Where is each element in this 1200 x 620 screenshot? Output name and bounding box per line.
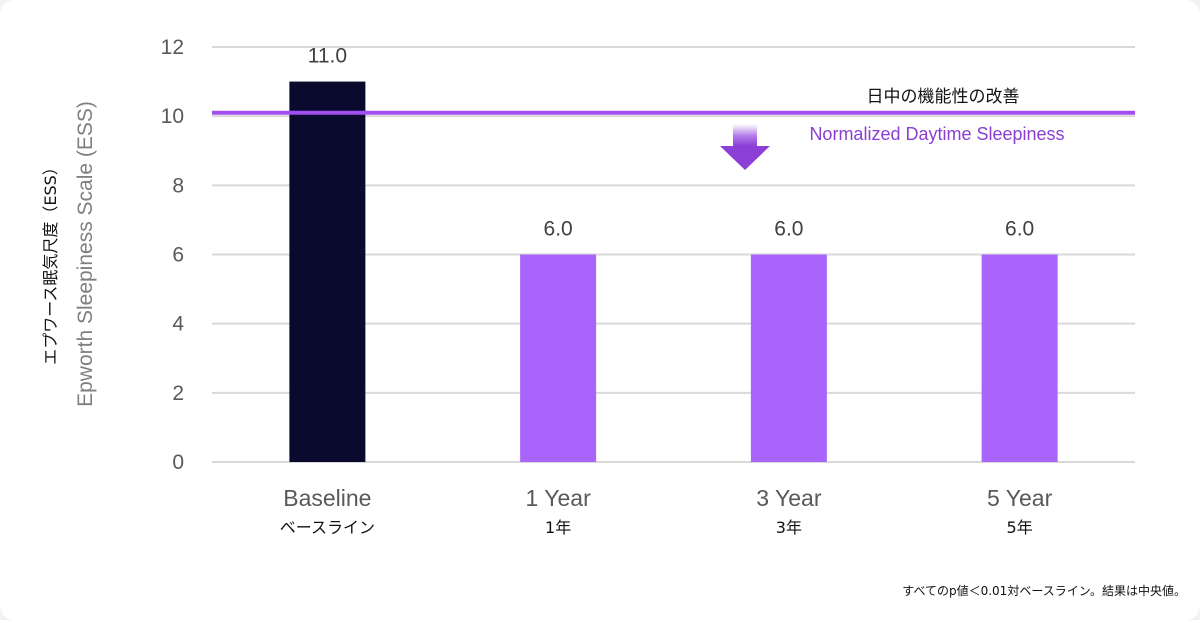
x-tick-label-en: 1 Year xyxy=(526,485,592,511)
bars xyxy=(289,81,1058,462)
bar-3-year xyxy=(750,254,827,462)
y-axis-ticks: 0 2 4 6 8 10 12 xyxy=(161,36,185,474)
y-tick-label: 6 xyxy=(172,244,184,267)
x-tick-label-jp: 3年 xyxy=(776,518,802,537)
y-axis-title-en: Epworth Sleepiness Scale (ESS) xyxy=(74,101,97,407)
x-tick-label-en: 3 Year xyxy=(756,485,822,511)
y-tick-label: 8 xyxy=(172,174,184,197)
x-tick-label-en: Baseline xyxy=(283,485,371,511)
y-tick-label: 0 xyxy=(172,451,184,474)
x-tick-label-jp: 1年 xyxy=(545,518,571,537)
value-label: 11.0 xyxy=(308,45,347,68)
y-tick-label: 10 xyxy=(161,105,184,128)
bar-5-year xyxy=(981,254,1058,462)
y-tick-label: 4 xyxy=(172,313,184,336)
footnote: すべてのp値＜0.01対ベースライン。結果は中央値。 xyxy=(902,583,1186,598)
value-labels: 11.0 6.0 6.0 6.0 xyxy=(308,45,1035,241)
grid-lines xyxy=(212,46,1135,463)
y-tick-label: 2 xyxy=(172,382,184,405)
bar-baseline xyxy=(289,81,366,462)
value-label: 6.0 xyxy=(1005,218,1034,241)
x-axis-categories: Baseline ベースライン 1 Year 1年 3 Year 3年 5 Year 5年 xyxy=(280,485,1053,537)
reference-label-jp: 日中の機能性の改善 xyxy=(867,87,1020,107)
x-tick-label-en: 5 Year xyxy=(987,485,1053,511)
value-label: 6.0 xyxy=(774,218,803,241)
y-tick-label: 12 xyxy=(161,36,184,59)
x-tick-label-jp: 5年 xyxy=(1007,518,1033,537)
down-arrow-icon xyxy=(720,124,770,170)
y-axis-title-jp: エプワース眠気尺度（ESS） xyxy=(41,159,60,365)
bar-1-year xyxy=(520,254,597,462)
value-label: 6.0 xyxy=(544,218,573,241)
reference-label-en: Normalized Daytime Sleepiness xyxy=(809,124,1064,144)
x-tick-label-jp: ベースライン xyxy=(280,518,375,537)
